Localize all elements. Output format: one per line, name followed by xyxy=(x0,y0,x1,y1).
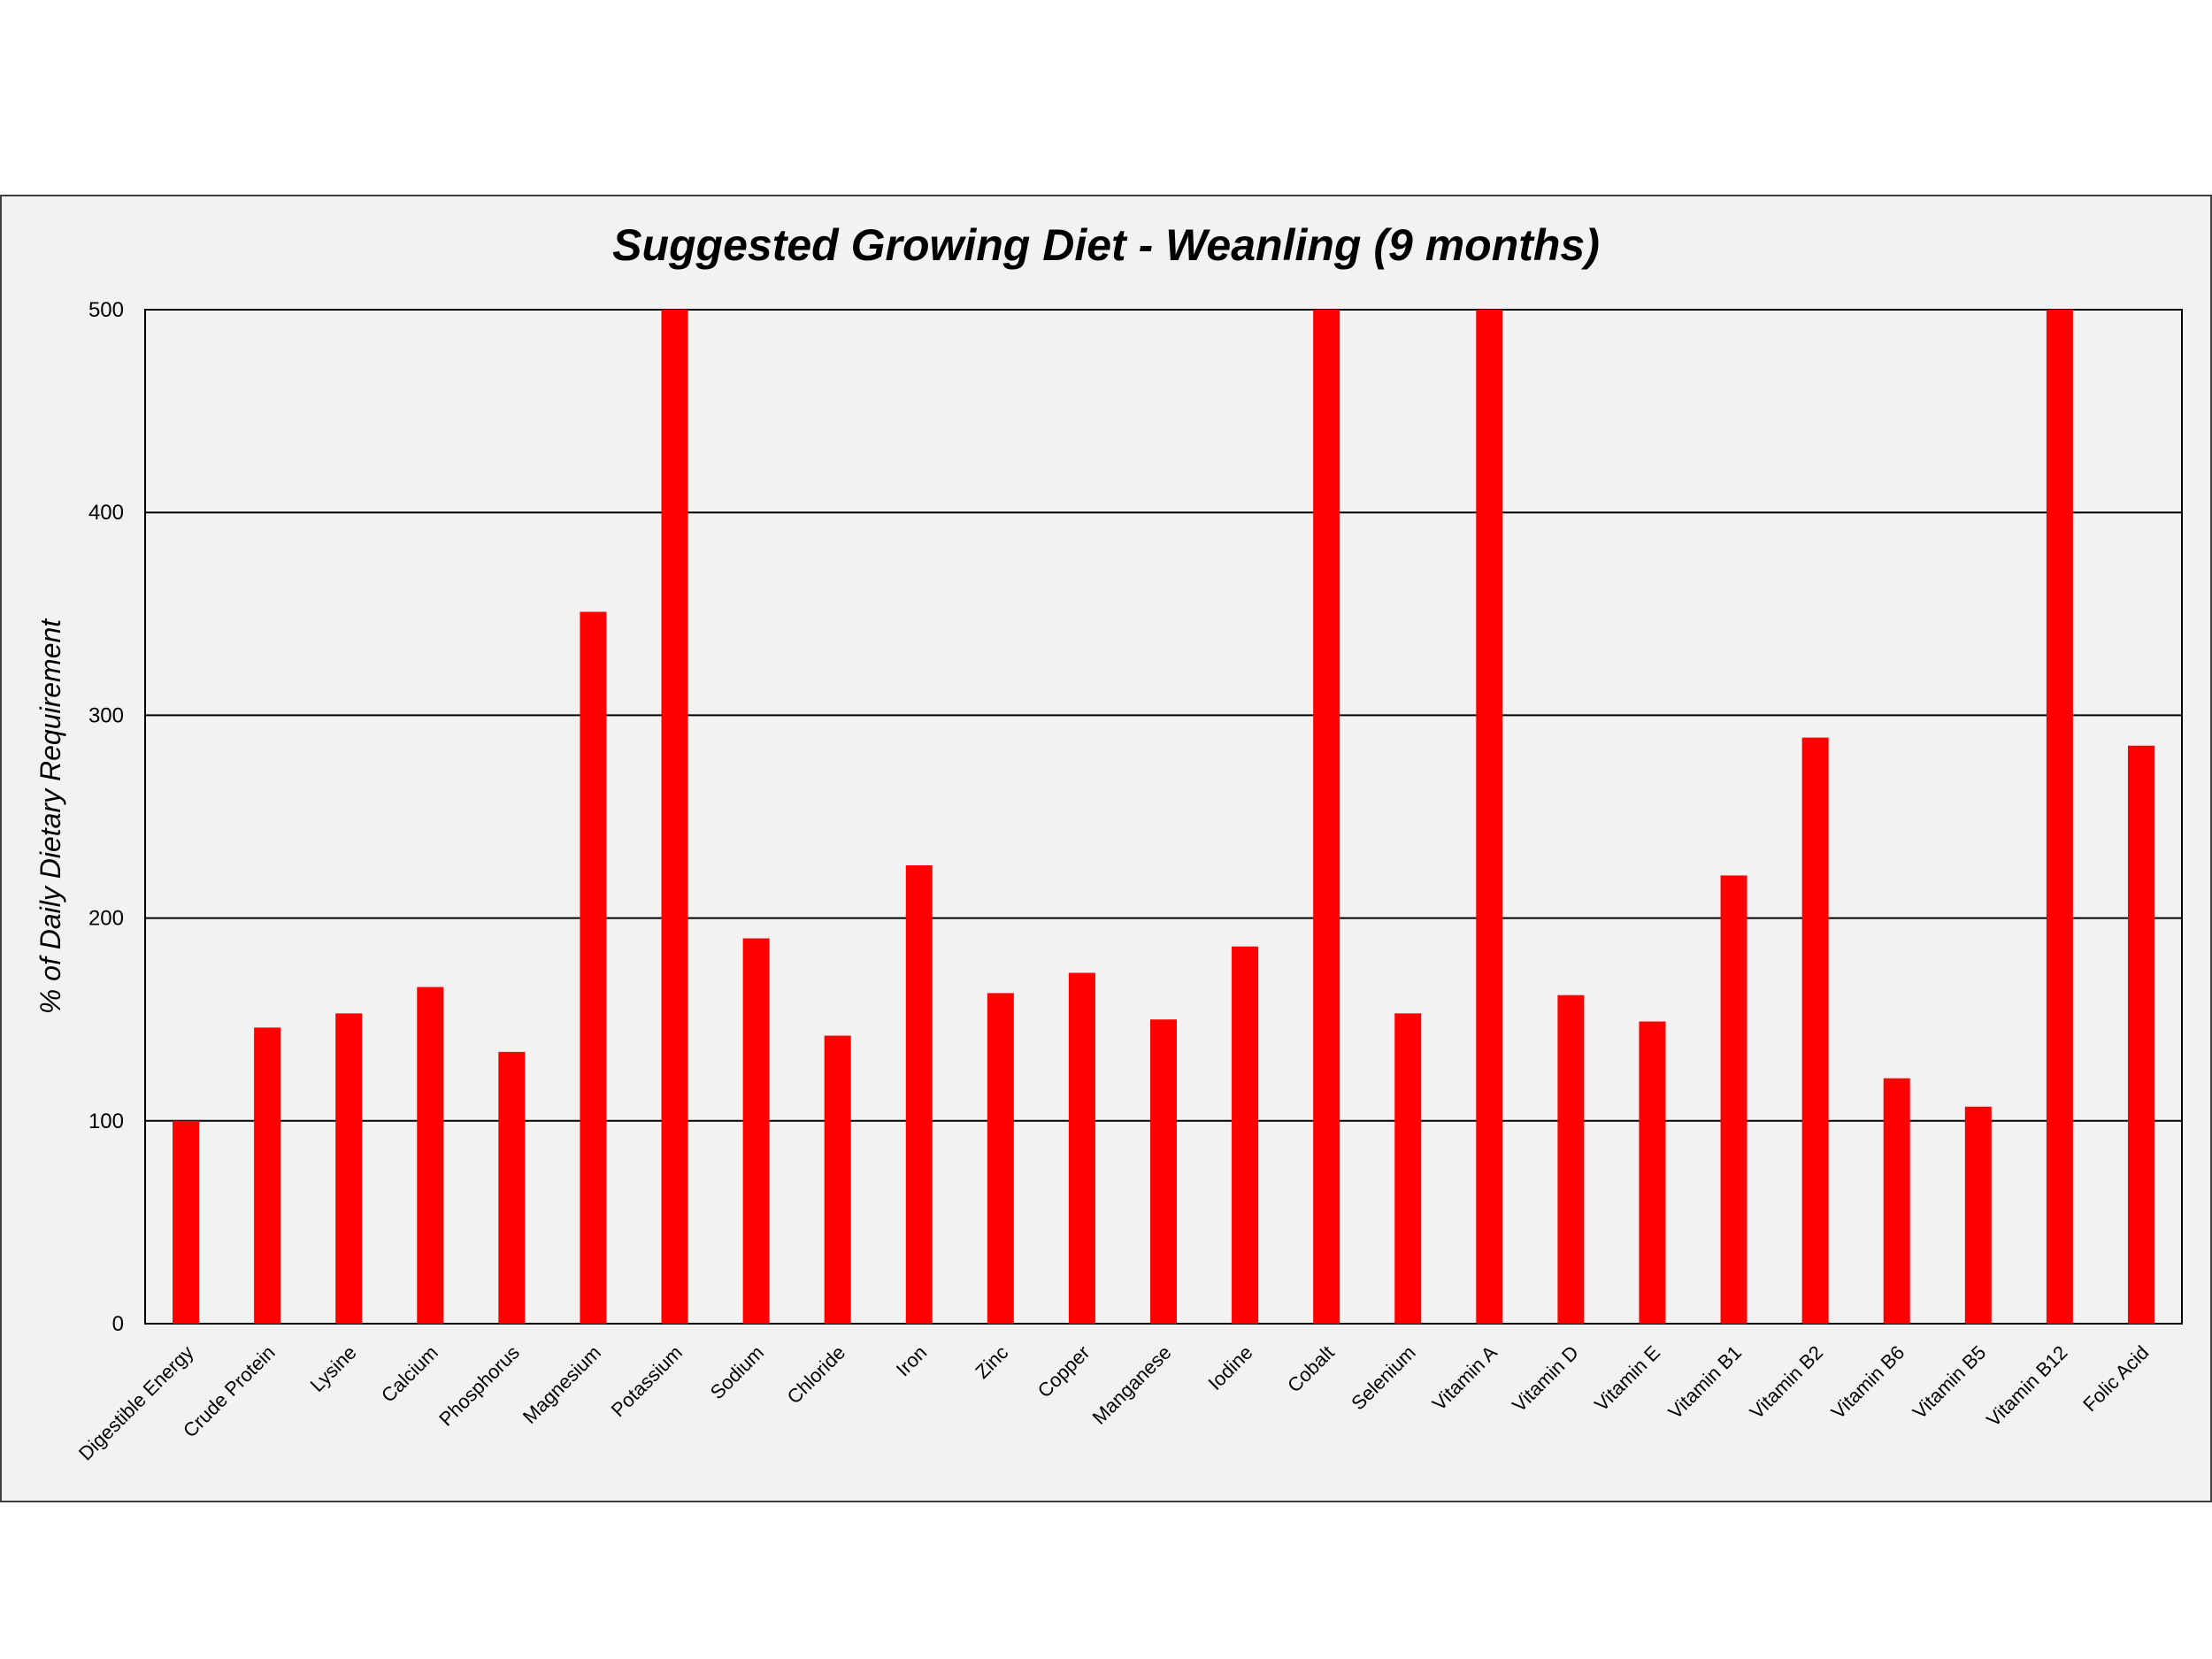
bar-iron xyxy=(905,865,933,1324)
x-tick-label: Cobalt xyxy=(1283,1341,1339,1397)
x-tick-label: Selenium xyxy=(1347,1341,1420,1415)
x-tick-label: Iodine xyxy=(1204,1341,1257,1394)
x-tick-label: Vitamin B6 xyxy=(1827,1341,1909,1424)
y-tick-labels: 0 100 200 300 400 500 xyxy=(88,298,124,1336)
bar-vitamin-b1 xyxy=(1720,875,1747,1324)
bar-vitamin-a xyxy=(1476,310,1503,1324)
bar-digestible-energy xyxy=(173,1120,200,1324)
y-tick-label: 400 xyxy=(88,501,124,525)
y-tick-label: 200 xyxy=(88,907,124,931)
x-tick-label: Vitamin B2 xyxy=(1746,1341,1828,1424)
bar-chloride xyxy=(824,1035,851,1324)
bar-vitamin-d xyxy=(1557,995,1585,1324)
bar-lysine xyxy=(335,1013,363,1324)
bar-crude-protein xyxy=(254,1027,281,1324)
x-tick-label: Sodium xyxy=(706,1341,768,1403)
x-tick-label: Vitamin B1 xyxy=(1663,1341,1746,1424)
y-tick-label: 500 xyxy=(88,298,124,322)
bar-vitamin-b5 xyxy=(1964,1106,1992,1324)
x-tick-label: Vitamin D xyxy=(1508,1341,1583,1417)
x-tick-label: Zinc xyxy=(971,1341,1012,1383)
x-tick-label: Potassium xyxy=(607,1341,687,1421)
chart-title: Suggested Growing Diet - Weanling (9 mon… xyxy=(612,220,1600,270)
bar-vitamin-b12 xyxy=(2046,310,2073,1324)
bar-manganese xyxy=(1150,1019,1177,1324)
x-tick-label: Phosphorus xyxy=(434,1341,524,1431)
bar-vitamin-e xyxy=(1639,1021,1666,1324)
bar-vitamin-b2 xyxy=(1801,737,1829,1324)
bar-vitamin-b6 xyxy=(1883,1078,1910,1324)
x-tick-label: Vitamin A xyxy=(1428,1341,1502,1415)
bar-iodine xyxy=(1232,946,1259,1324)
bar-zinc xyxy=(987,993,1014,1324)
grid-lines xyxy=(145,309,2182,1122)
x-tick-label: Digestible Energy xyxy=(74,1341,198,1465)
bar-magnesium xyxy=(580,611,607,1324)
x-tick-label: Vitamin B12 xyxy=(1982,1341,2071,1431)
x-tick-label: Vitamin E xyxy=(1590,1341,1664,1416)
bar-copper xyxy=(1068,972,1095,1324)
x-tick-label: Lysine xyxy=(306,1341,361,1396)
x-tick-label: Iron xyxy=(892,1341,931,1380)
x-tick-label: Chloride xyxy=(783,1341,850,1409)
bar-phosphorus xyxy=(498,1051,526,1324)
y-tick-label: 300 xyxy=(88,703,124,727)
bar-potassium xyxy=(661,310,688,1324)
x-tick-label: Manganese xyxy=(1088,1341,1176,1429)
bar-folic-acid xyxy=(2127,745,2154,1324)
x-tick-label: Magnesium xyxy=(518,1341,605,1428)
bars xyxy=(173,310,2154,1324)
y-tick-label: 0 xyxy=(112,1312,124,1336)
x-tick-label: Vitamin B5 xyxy=(1909,1341,1991,1424)
bar-selenium xyxy=(1394,1013,1422,1324)
bar-cobalt xyxy=(1313,310,1340,1324)
x-tick-label: Calcium xyxy=(377,1341,442,1407)
y-tick-label: 100 xyxy=(88,1110,124,1133)
y-axis-label: % of Daily Dietary Requirement xyxy=(35,618,66,1015)
bar-sodium xyxy=(742,938,770,1324)
x-tick-label: Copper xyxy=(1033,1341,1094,1402)
bar-calcium xyxy=(417,987,444,1324)
x-tick-label: Folic Acid xyxy=(2078,1341,2153,1416)
